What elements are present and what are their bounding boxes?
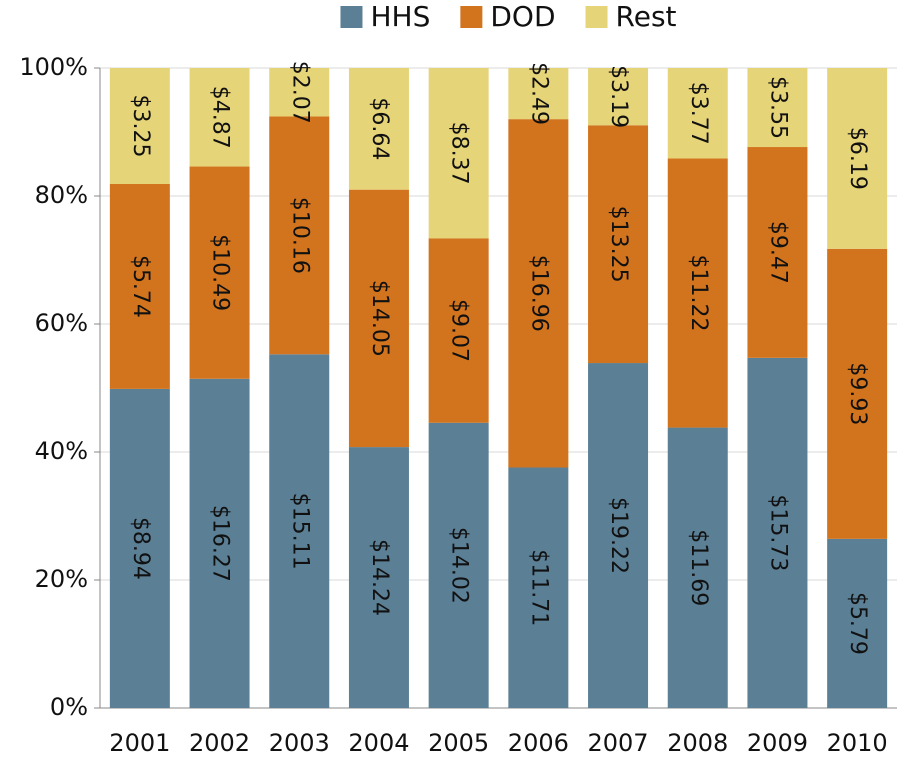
legend-swatch — [340, 6, 363, 28]
data-label: $11.69 — [686, 529, 711, 606]
bar-segment — [348, 189, 409, 448]
bar-segment — [428, 238, 489, 423]
data-label: $5.79 — [845, 592, 870, 655]
data-label: $16.96 — [526, 255, 551, 332]
data-label: $10.49 — [208, 234, 233, 311]
data-label: $19.22 — [606, 497, 631, 574]
data-label: $15.73 — [765, 494, 790, 571]
data-label: $14.05 — [367, 280, 392, 357]
bar-segment — [588, 125, 649, 364]
data-label: $11.71 — [526, 549, 551, 626]
bar-segment — [827, 248, 888, 539]
legend-item: HHS — [340, 0, 430, 33]
x-tick-label: 2002 — [189, 729, 250, 757]
y-tick-label: 100% — [19, 53, 88, 81]
bar-segment — [269, 354, 330, 708]
bar-segment — [588, 68, 649, 126]
bar-segment — [428, 68, 489, 239]
data-label: $3.25 — [128, 95, 153, 158]
bar-segment — [508, 68, 569, 120]
data-label: $14.24 — [367, 539, 392, 616]
bar-segment — [269, 116, 330, 355]
x-tick-label: 2003 — [269, 729, 330, 757]
bar-segment — [508, 467, 569, 708]
data-label: $8.94 — [128, 517, 153, 580]
data-label: $5.74 — [128, 255, 153, 318]
bar-segment — [667, 427, 728, 708]
bar-segment — [827, 68, 888, 249]
legend-swatch — [460, 6, 483, 28]
data-label: $4.87 — [208, 86, 233, 149]
bar-segment — [109, 184, 170, 389]
y-tick-label: 80% — [35, 181, 88, 209]
y-tick-label: 20% — [35, 565, 88, 593]
legend-item: Rest — [585, 0, 677, 33]
data-label: $13.25 — [606, 206, 631, 283]
bar-segment — [348, 447, 409, 708]
data-label: $6.64 — [367, 97, 392, 160]
bar-segment — [189, 166, 250, 379]
bar-segment — [189, 68, 250, 167]
x-tick-label: 2004 — [348, 729, 409, 757]
data-label: $15.11 — [287, 493, 312, 570]
data-label: $6.19 — [845, 127, 870, 190]
bar-segment — [109, 388, 170, 708]
x-tick-label: 2010 — [827, 729, 888, 757]
bar-segment — [109, 68, 170, 185]
data-label: $2.49 — [526, 62, 551, 125]
bar-segment — [747, 147, 808, 358]
bar-segment — [588, 363, 649, 708]
y-tick-label: 40% — [35, 437, 88, 465]
bar-segment — [348, 68, 409, 190]
data-label: $14.02 — [447, 527, 472, 604]
y-tick-label: 0% — [50, 693, 88, 721]
data-label: $2.07 — [287, 61, 312, 124]
y-tick-label: 60% — [35, 309, 88, 337]
bar-segment — [827, 538, 888, 708]
legend-item: DOD — [460, 0, 556, 33]
bar-segment — [667, 158, 728, 428]
data-label: $9.47 — [765, 221, 790, 284]
bar-segment — [747, 357, 808, 708]
x-tick-label: 2007 — [588, 729, 649, 757]
bar-segment — [189, 378, 250, 708]
bar-segment — [428, 422, 489, 708]
bar-segment — [667, 68, 728, 159]
legend-label: HHS — [370, 0, 430, 33]
data-label: $11.22 — [686, 255, 711, 332]
x-tick-label: 2009 — [747, 729, 808, 757]
data-label: $10.16 — [287, 197, 312, 274]
data-label: $3.19 — [606, 65, 631, 128]
legend-label: DOD — [490, 0, 555, 33]
data-label: $9.93 — [845, 362, 870, 425]
bar-segment — [747, 68, 808, 148]
x-tick-label: 2005 — [428, 729, 489, 757]
data-label: $16.27 — [208, 505, 233, 582]
x-tick-label: 2006 — [508, 729, 569, 757]
data-label: $9.07 — [447, 299, 472, 362]
data-label: $3.55 — [765, 76, 790, 139]
bar-segment — [508, 119, 569, 468]
legend: HHS DOD Rest — [340, 0, 677, 33]
data-label: $8.37 — [447, 122, 472, 185]
data-label: $3.77 — [686, 82, 711, 145]
x-tick-label: 2008 — [667, 729, 728, 757]
legend-label: Rest — [616, 0, 677, 33]
bar-segment — [269, 68, 330, 117]
legend-swatch — [585, 6, 608, 28]
x-tick-label: 2001 — [109, 729, 170, 757]
